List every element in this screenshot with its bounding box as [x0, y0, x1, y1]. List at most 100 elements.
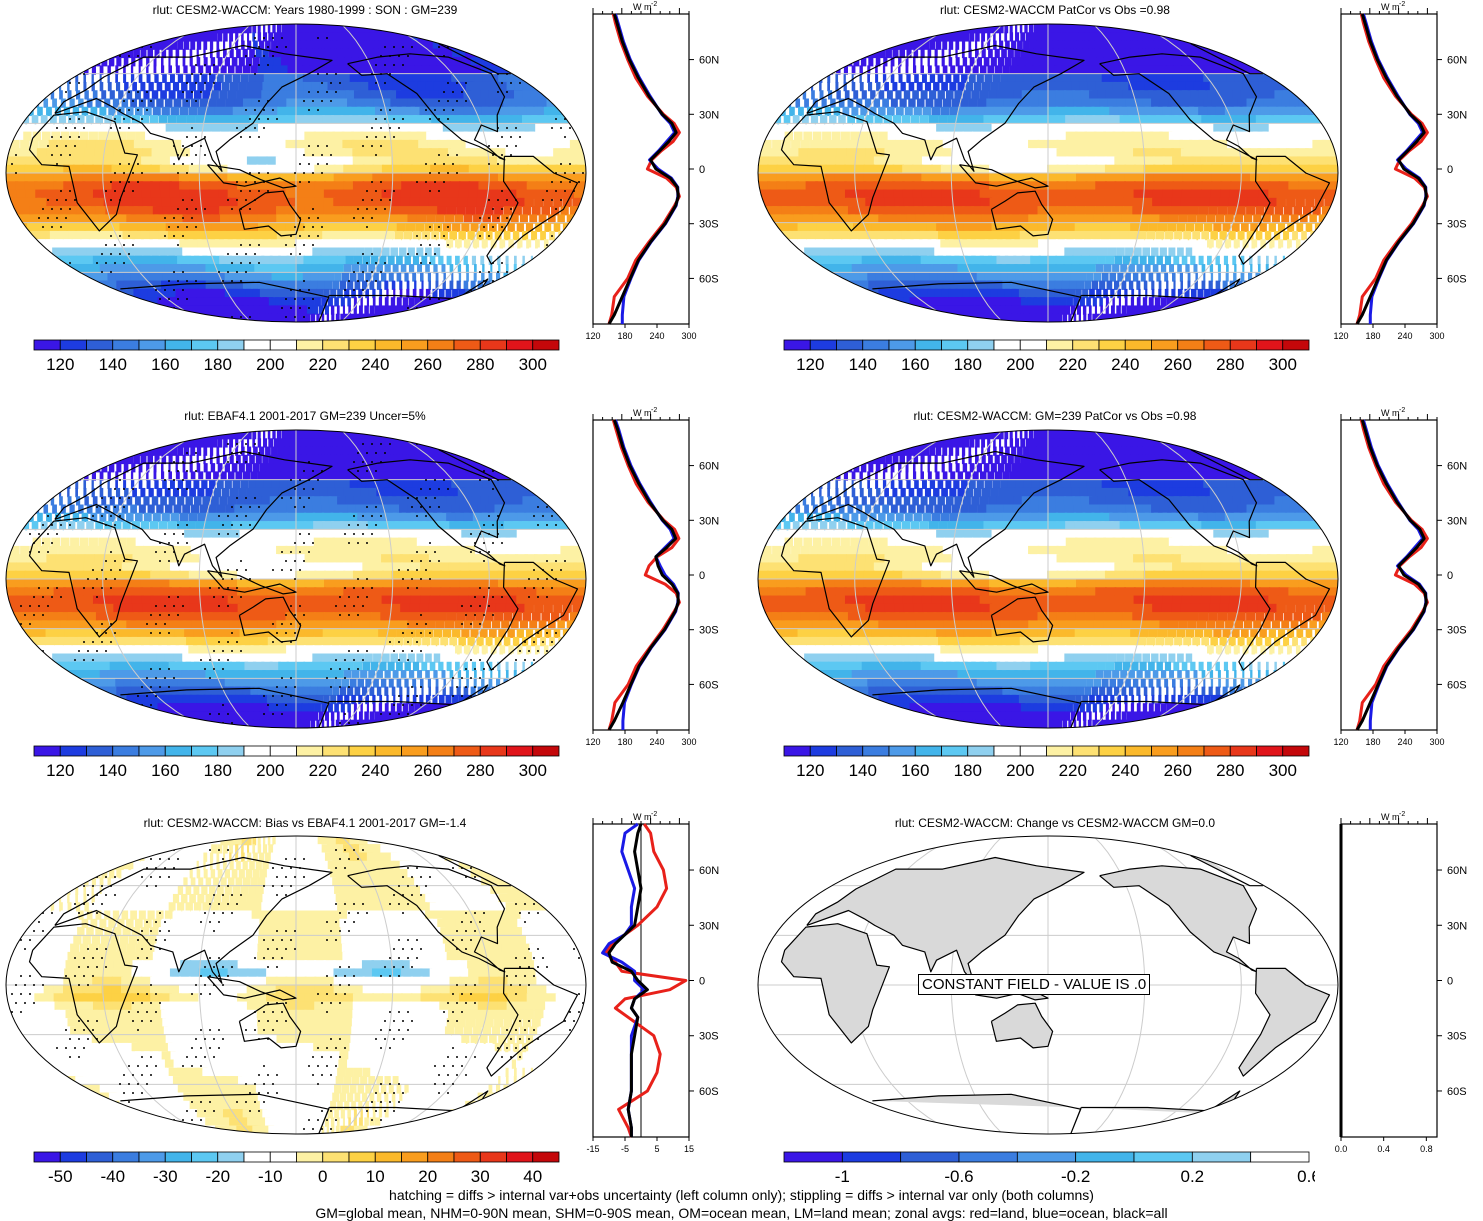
stipple-dot — [155, 37, 157, 39]
stipple-dot — [281, 569, 283, 571]
stipple-dot — [569, 253, 571, 255]
stipple-dot — [456, 984, 458, 986]
stipple-dot — [456, 1002, 458, 1004]
stipple-dot — [20, 849, 22, 851]
stipple-dot — [366, 136, 368, 138]
stipple-dot — [276, 876, 278, 878]
stipple-dot — [276, 632, 278, 634]
colorbar-label: 200 — [1006, 761, 1034, 780]
stipple-dot — [339, 1002, 341, 1004]
stipple-dot — [191, 127, 193, 129]
zonal-unit-label: W m — [633, 408, 652, 418]
stipple-dot — [92, 515, 94, 517]
stipple-dot — [407, 903, 409, 905]
stipple-dot — [267, 190, 269, 192]
stipple-dot — [272, 695, 274, 697]
stipple-dot — [267, 704, 269, 706]
stipple-dot — [249, 262, 251, 264]
stipple-dot — [321, 172, 323, 174]
stipple-dot — [150, 948, 152, 950]
stipple-dot — [47, 1119, 49, 1121]
stipple-dot — [420, 876, 422, 878]
stipple-dot — [164, 849, 166, 851]
stipple-dot — [123, 46, 125, 48]
stipple-dot — [474, 686, 476, 688]
stipple-dot — [150, 1020, 152, 1022]
stipple-dot — [344, 993, 346, 995]
stipple-dot — [470, 551, 472, 553]
colorbar-swatch — [783, 339, 811, 351]
colorbar-label: 180 — [954, 355, 982, 374]
stipple-dot — [474, 596, 476, 598]
stipple-dot — [272, 623, 274, 625]
stipple-dot — [236, 1101, 238, 1103]
stipple-dot — [186, 1128, 188, 1130]
stipple-dot — [132, 488, 134, 490]
stipple-dot — [402, 722, 404, 724]
stipple-dot — [438, 244, 440, 246]
stipple-dot — [542, 885, 544, 887]
zonal-x-label: 240 — [1397, 331, 1412, 341]
stipple-dot — [105, 578, 107, 580]
stipple-dot — [542, 443, 544, 445]
stipple-dot — [245, 461, 247, 463]
stipple-dot — [11, 37, 13, 39]
stipple-dot — [218, 515, 220, 517]
stipple-dot — [515, 713, 517, 715]
stipple-dot — [105, 632, 107, 634]
stipple-dot — [353, 289, 355, 291]
stipple-dot — [515, 1101, 517, 1103]
stipple-dot — [483, 930, 485, 932]
stipple-dot — [285, 930, 287, 932]
stipple-dot — [74, 975, 76, 977]
stipple-dot — [326, 1119, 328, 1121]
colorbar-label: 220 — [309, 761, 337, 780]
stipple-dot — [308, 533, 310, 535]
stipple-dot — [555, 262, 557, 264]
stipple-dot — [141, 1002, 143, 1004]
stipple-dot — [357, 470, 359, 472]
stipple-dot — [150, 668, 152, 670]
stipple-dot — [555, 244, 557, 246]
stipple-dot — [519, 82, 521, 84]
stipple-dot — [69, 190, 71, 192]
stipple-dot — [519, 722, 521, 724]
stipple-dot — [330, 82, 332, 84]
stipple-dot — [24, 1074, 26, 1076]
stipple-dot — [285, 560, 287, 562]
stipple-dot — [137, 91, 139, 93]
colorbar-label: 240 — [361, 355, 389, 374]
stipple-dot — [483, 858, 485, 860]
stipple-dot — [263, 1065, 265, 1067]
stipple-dot — [551, 271, 553, 273]
coastline — [806, 450, 1085, 578]
colorbar-label: 260 — [1164, 761, 1192, 780]
stipple-dot — [20, 677, 22, 679]
stipple-dot — [285, 894, 287, 896]
stipple-dot — [83, 713, 85, 715]
stipple-dot — [348, 984, 350, 986]
stipple-dot — [560, 127, 562, 129]
stipple-dot — [195, 64, 197, 66]
stipple-dot — [555, 190, 557, 192]
stipple-dot — [249, 136, 251, 138]
stipple-dot — [209, 73, 211, 75]
colorbar-swatch — [1124, 745, 1152, 757]
stipple-dot — [380, 109, 382, 111]
stipple-dot — [542, 253, 544, 255]
stipple-dot — [92, 695, 94, 697]
stipple-dot — [479, 307, 481, 309]
stipple-dot — [551, 443, 553, 445]
stipple-dot — [78, 984, 80, 986]
stipple-dot — [479, 867, 481, 869]
stipple-dot — [38, 921, 40, 923]
stipple-dot — [488, 515, 490, 517]
stipple-dot — [321, 1074, 323, 1076]
stipple-dot — [533, 957, 535, 959]
stipple-dot — [123, 100, 125, 102]
zonal-x-label: 0.0 — [1335, 1144, 1348, 1154]
stipple-dot — [506, 199, 508, 201]
stipple-dot — [33, 298, 35, 300]
stipple-dot — [546, 316, 548, 318]
